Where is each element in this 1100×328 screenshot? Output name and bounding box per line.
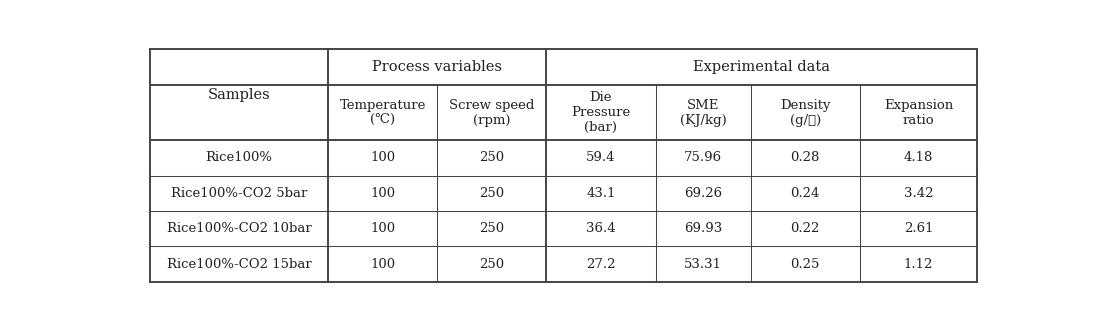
Text: Process variables: Process variables — [372, 60, 503, 74]
Text: Rice100%-CO2 10bar: Rice100%-CO2 10bar — [167, 222, 311, 235]
Text: 250: 250 — [480, 151, 505, 164]
Text: Expansion
ratio: Expansion ratio — [884, 99, 953, 127]
Text: 53.31: 53.31 — [684, 257, 722, 271]
Text: 0.25: 0.25 — [791, 257, 820, 271]
Text: 3.42: 3.42 — [904, 187, 933, 200]
Text: SME
(KJ/kg): SME (KJ/kg) — [680, 99, 726, 127]
Text: 250: 250 — [480, 222, 505, 235]
Text: Samples: Samples — [208, 88, 271, 102]
Text: 4.18: 4.18 — [904, 151, 933, 164]
Text: 1.12: 1.12 — [904, 257, 933, 271]
Text: 0.28: 0.28 — [791, 151, 820, 164]
Text: Screw speed
(rpm): Screw speed (rpm) — [449, 99, 535, 127]
Text: 75.96: 75.96 — [684, 151, 722, 164]
Text: 59.4: 59.4 — [586, 151, 616, 164]
Text: Experimental data: Experimental data — [693, 60, 830, 74]
Text: 2.61: 2.61 — [904, 222, 933, 235]
Text: 100: 100 — [370, 151, 395, 164]
Text: Rice100%: Rice100% — [206, 151, 273, 164]
Text: 100: 100 — [370, 257, 395, 271]
Text: 69.26: 69.26 — [684, 187, 722, 200]
Text: Temperature
(℃): Temperature (℃) — [340, 99, 426, 127]
Text: 36.4: 36.4 — [586, 222, 616, 235]
Text: 100: 100 — [370, 187, 395, 200]
Text: 250: 250 — [480, 257, 505, 271]
Text: 43.1: 43.1 — [586, 187, 616, 200]
Text: 0.22: 0.22 — [791, 222, 820, 235]
Text: 27.2: 27.2 — [586, 257, 616, 271]
Text: Rice100%-CO2 5bar: Rice100%-CO2 5bar — [170, 187, 307, 200]
Text: Density
(g/㎝): Density (g/㎝) — [780, 99, 830, 127]
Text: 69.93: 69.93 — [684, 222, 723, 235]
Text: 250: 250 — [480, 187, 505, 200]
Text: Rice100%-CO2 15bar: Rice100%-CO2 15bar — [167, 257, 311, 271]
Text: 0.24: 0.24 — [791, 187, 820, 200]
Text: 100: 100 — [370, 222, 395, 235]
Text: Die
Pressure
(bar): Die Pressure (bar) — [571, 91, 630, 134]
